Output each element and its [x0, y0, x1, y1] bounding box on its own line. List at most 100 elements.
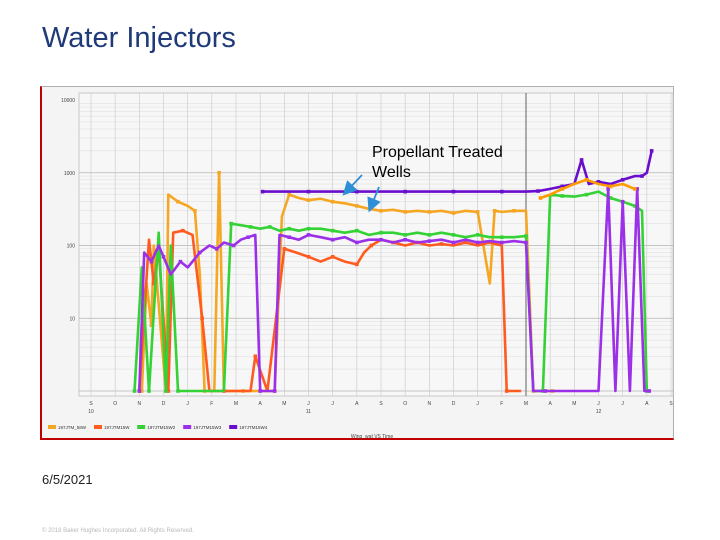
y-tick-label: 1000	[64, 171, 75, 177]
series-marker	[217, 170, 221, 175]
series-marker	[287, 235, 291, 240]
series-marker	[355, 240, 359, 245]
series-marker	[253, 354, 258, 359]
x-tick-label: J	[476, 401, 479, 407]
series-marker	[147, 389, 151, 393]
series-marker	[214, 247, 219, 251]
legend-swatch	[94, 425, 102, 429]
callout-arrow-1	[342, 174, 363, 196]
series-marker	[330, 254, 335, 259]
series-marker	[524, 240, 528, 245]
series-marker	[606, 187, 610, 191]
series-marker	[620, 199, 625, 204]
series-marker	[512, 208, 516, 213]
x-tick-label: M	[234, 401, 238, 407]
series-line-3	[138, 187, 650, 393]
series-marker	[647, 389, 652, 393]
series-marker	[149, 323, 154, 328]
series-marker	[231, 243, 236, 248]
series-marker	[427, 233, 432, 237]
series-marker	[164, 389, 168, 393]
series-marker	[355, 204, 359, 208]
x-tick-label: J	[307, 401, 310, 407]
series-marker	[427, 239, 432, 243]
series-marker	[149, 259, 154, 264]
series-marker	[229, 221, 233, 226]
series-marker	[330, 199, 335, 204]
series-marker	[475, 233, 480, 237]
series-marker	[330, 228, 335, 233]
x-tick-label: S	[669, 401, 673, 407]
series-marker	[330, 237, 335, 242]
series-marker	[403, 233, 407, 237]
x-tick-label: A	[355, 401, 359, 407]
series-marker	[560, 184, 565, 189]
legend-label: 197JTM15W3	[193, 425, 222, 430]
series-marker	[355, 262, 359, 267]
x-axis-label: Wing_wat VS Time	[351, 434, 393, 440]
series-marker	[596, 180, 601, 184]
legend-label: 197JTM15W4	[239, 425, 268, 430]
legend-swatch	[229, 425, 238, 429]
callout-line-1: Propellant Treated	[372, 144, 503, 161]
series-marker	[649, 149, 654, 153]
series-marker	[427, 210, 432, 214]
legend-swatch	[183, 425, 192, 429]
x-tick-label: A	[645, 401, 649, 407]
series-marker	[152, 281, 156, 286]
x-tick-label: J	[597, 401, 600, 407]
legend: 197JTM_58W 197JTM15W 197JTM15W2 197JTM15W3 1…	[48, 425, 268, 430]
x-tick-label: A	[548, 401, 552, 407]
series-marker	[492, 208, 497, 213]
x-tick-label: O	[403, 401, 407, 407]
legend-label: 197JTM_58W	[58, 425, 87, 430]
series-marker	[635, 187, 639, 191]
series-marker	[451, 211, 456, 215]
legend-swatch	[48, 425, 56, 429]
series-marker	[193, 208, 197, 213]
x-tick-label: F	[500, 401, 503, 407]
series-marker	[246, 235, 250, 240]
series-marker	[439, 242, 444, 246]
series-marker	[166, 389, 171, 393]
series-marker	[536, 189, 540, 193]
series-marker	[451, 189, 456, 194]
y-tick-label: 10	[69, 316, 75, 322]
series-marker	[379, 237, 383, 242]
series-marker	[306, 226, 311, 231]
series-marker	[200, 316, 204, 321]
series-marker	[282, 247, 287, 251]
series-marker	[579, 158, 584, 162]
series-marker	[306, 254, 311, 259]
callout-arrow-2	[367, 186, 381, 213]
series-marker	[355, 189, 359, 194]
series-marker	[287, 226, 291, 231]
x-tick-label: M	[282, 401, 286, 407]
series-marker	[181, 228, 185, 233]
y-tick-label: 100	[67, 244, 76, 250]
series-marker	[487, 240, 492, 245]
series-marker	[258, 389, 262, 393]
series-marker	[500, 240, 504, 245]
callout-text: Propellant Treated Wells	[372, 143, 503, 183]
series-marker	[268, 225, 272, 229]
legend-label: 197JTM15W2	[147, 425, 176, 430]
x-tick-label: S	[89, 401, 93, 407]
series-marker	[524, 234, 528, 238]
series-marker	[500, 189, 504, 194]
y-axis-ticks: 10000 1000 100 10	[61, 98, 75, 322]
series-marker	[475, 240, 480, 245]
x-year-label: 11	[306, 409, 311, 415]
series-marker	[640, 174, 644, 178]
series-marker	[632, 187, 637, 191]
x-tick-label: S	[379, 401, 383, 407]
series-marker	[451, 233, 456, 237]
series-marker	[560, 187, 565, 191]
series-marker	[355, 228, 359, 233]
x-tick-label: N	[428, 401, 432, 407]
series-marker	[306, 233, 311, 237]
series-marker	[379, 230, 383, 235]
x-tick-label: D	[162, 401, 166, 407]
footer-date: 6/5/2021	[42, 472, 93, 487]
